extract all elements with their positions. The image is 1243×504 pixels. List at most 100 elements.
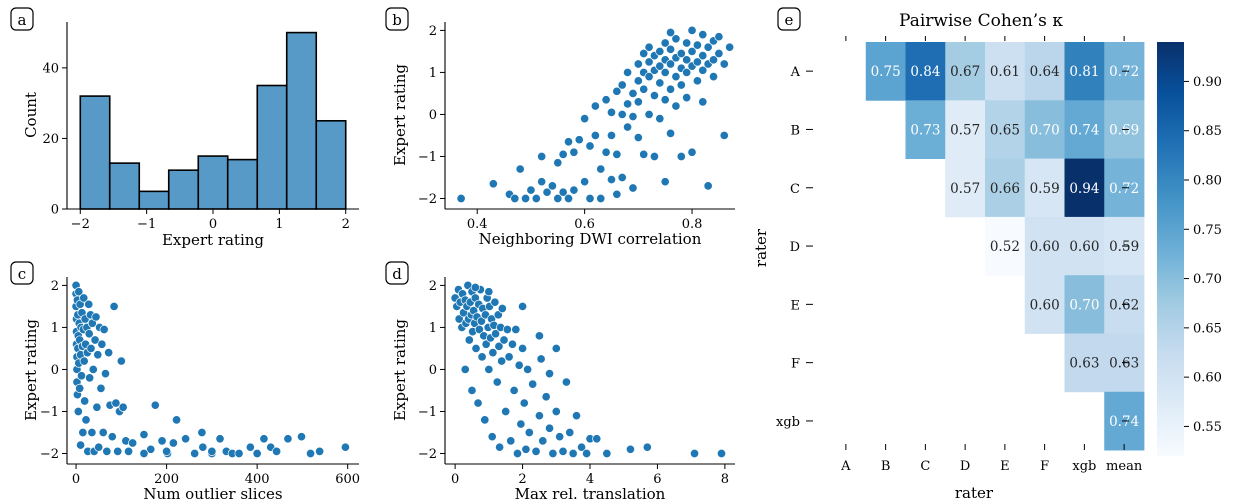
scatter-point: [340, 442, 350, 452]
scatter-point: [245, 442, 255, 452]
scatter-point: [259, 434, 269, 444]
heatmap-x-tick-label: xgb: [1072, 459, 1096, 474]
scatter-point: [97, 339, 107, 349]
scatter-point: [470, 282, 480, 293]
scatter-point: [558, 149, 568, 159]
scatter-point: [531, 446, 541, 456]
scatter-point: [473, 398, 483, 408]
x-tick-label: 6: [653, 472, 661, 487]
y-tick-label: −2: [40, 447, 59, 462]
scatter-axes-b: 0.4 0.6 0.8 −2 −1 0 1 2: [418, 22, 735, 232]
heatmap-x-tick-label: C: [920, 459, 930, 474]
scatter-point: [494, 341, 504, 351]
scatter-point: [716, 448, 727, 459]
scatter-point: [491, 329, 501, 339]
scatter-point: [523, 364, 533, 374]
scatter-point: [460, 364, 470, 374]
x-tick-label: 600: [335, 472, 360, 487]
scatter-point: [534, 331, 544, 341]
scatter-point: [644, 109, 654, 119]
scatter-point: [497, 303, 507, 314]
heatmap-cell-value: 0.73: [910, 122, 940, 138]
scatter-point: [555, 432, 565, 442]
scatter-point: [542, 187, 552, 197]
scatter-point: [563, 193, 574, 204]
scatter-point: [81, 415, 91, 425]
panel-label-b: b: [385, 7, 409, 31]
scatter-point: [558, 187, 568, 197]
heatmap-y-axis-label: rater: [752, 228, 770, 267]
scatter-point: [565, 427, 575, 438]
y-tick-label: −1: [418, 405, 437, 420]
scatter-point: [666, 27, 676, 38]
scatter-point: [504, 352, 514, 362]
scatter-point: [116, 356, 126, 366]
scatter-point: [676, 80, 686, 90]
scatter-point: [93, 350, 103, 360]
scatter-point: [146, 444, 156, 454]
scatter-point: [698, 97, 708, 107]
scatter-point: [666, 59, 676, 69]
heatmap-cell: [1064, 333, 1105, 393]
scatter-point: [139, 430, 149, 440]
y-tick-label: 2: [51, 279, 59, 294]
scatter-point: [474, 324, 484, 335]
scatter-point: [526, 185, 536, 195]
scatter-point: [590, 101, 600, 111]
heatmap-cell: [1064, 275, 1105, 334]
scatter-points-c: [71, 280, 350, 459]
scatter-point: [124, 446, 134, 456]
scatter-point: [612, 189, 622, 199]
heatmap-cell: [1064, 100, 1105, 159]
scatter-point: [580, 177, 590, 187]
scatter-point: [75, 383, 85, 393]
scatter-point: [687, 147, 697, 157]
scatter-point: [639, 84, 649, 94]
scatter-point: [682, 55, 692, 65]
scatter-point: [633, 59, 643, 69]
x-tick-label: −1: [137, 217, 156, 232]
heatmap-x-tick-label: F: [1040, 459, 1049, 474]
scatter-point: [692, 57, 702, 67]
scatter-point: [85, 373, 95, 383]
scatter-point: [623, 122, 633, 132]
panel-label-e-text: e: [785, 11, 794, 29]
colorbar-tick-label: 0.85: [1193, 124, 1222, 139]
histogram-bar: [226, 158, 259, 210]
scatter-point: [456, 193, 466, 204]
scatter-point: [102, 446, 112, 456]
scatter-point: [585, 141, 595, 151]
scatter-point: [84, 329, 94, 339]
y-tick-label: 20: [42, 132, 59, 147]
scatter-point: [476, 316, 486, 326]
scatter-point: [497, 356, 507, 366]
histogram-bar: [315, 119, 347, 210]
scatter-point: [507, 339, 517, 349]
scatter-point: [708, 72, 719, 82]
scatter-point: [719, 59, 729, 69]
scatter-point: [590, 130, 600, 141]
colorbar-tick-label: 0.75: [1193, 223, 1222, 238]
heatmap-x-tick-label: E: [1000, 459, 1010, 474]
scatter-point: [150, 400, 160, 410]
scatter-point: [649, 90, 659, 101]
x-tick-label: 1: [275, 217, 283, 232]
scatter-point: [283, 434, 293, 444]
heatmap-cell-value: 0.65: [990, 122, 1020, 138]
scatter-point: [642, 442, 652, 452]
y-tick-label: 2: [429, 24, 437, 39]
scatter-point: [490, 297, 500, 307]
x-tick-label: 0: [72, 472, 80, 487]
scatter-point: [623, 99, 633, 109]
heatmap-cell-value: 0.57: [950, 181, 980, 197]
scatter-point: [628, 112, 638, 122]
heatmap-cell: [905, 100, 946, 159]
scatter-point: [698, 30, 708, 40]
scatter-point: [649, 151, 659, 162]
scatter-point: [252, 448, 262, 459]
scatter-point: [104, 348, 114, 358]
scatter-point: [493, 310, 503, 320]
scatter-point: [639, 48, 649, 59]
scatter-point: [90, 335, 100, 345]
